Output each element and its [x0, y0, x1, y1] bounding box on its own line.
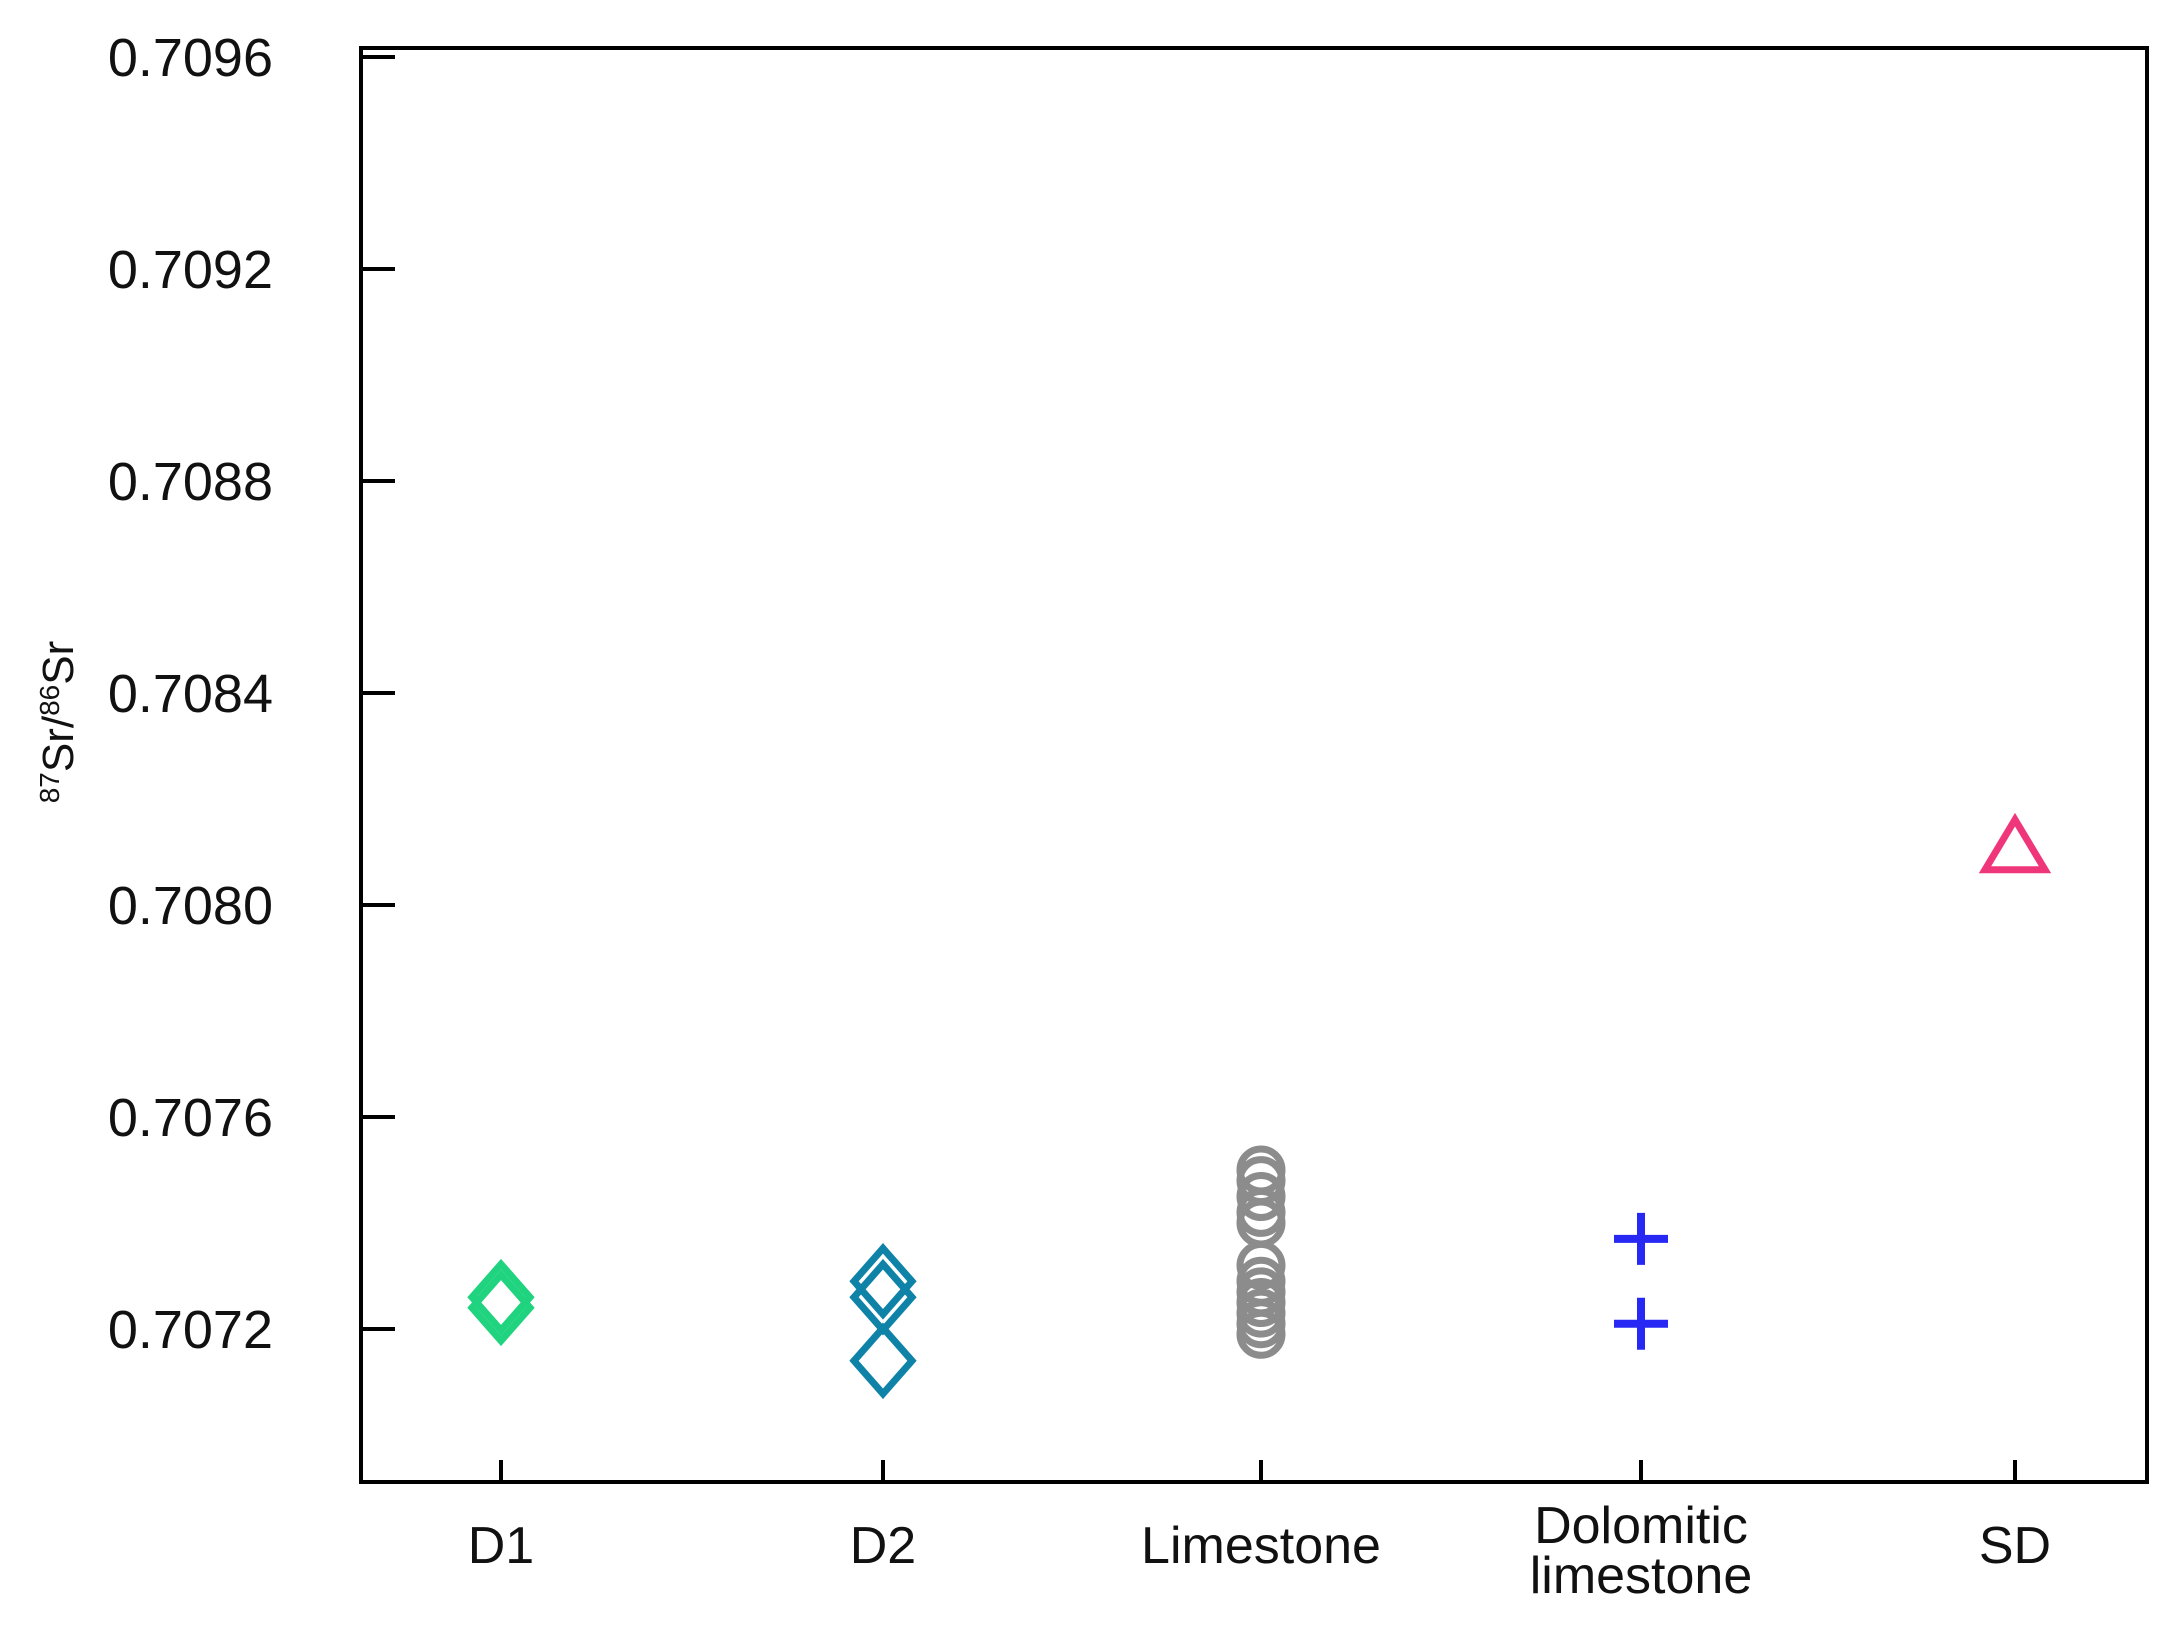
y-axis-title-symbol-2: Sr — [34, 641, 83, 685]
data-point-circle — [1236, 1240, 1286, 1290]
x-category-label: D2 — [850, 1517, 916, 1575]
x-category-label: limestone — [1530, 1547, 1753, 1605]
x-category-label: Limestone — [1141, 1517, 1381, 1575]
y-tick-label: 0.7080 — [108, 876, 273, 936]
data-points — [467, 812, 2052, 1400]
y-tick-label: 0.7088 — [108, 452, 273, 512]
y-axis-title: 87Sr/86Sr — [34, 641, 83, 804]
y-tick-label: 0.7076 — [108, 1088, 273, 1148]
data-point-diamond — [849, 1322, 917, 1400]
data-point-circle — [1236, 1309, 1286, 1359]
x-category-label: D1 — [468, 1517, 534, 1575]
plot-frame — [359, 46, 2149, 1484]
y-tick-label: 0.7072 — [108, 1300, 273, 1360]
data-point-circle — [1236, 1172, 1286, 1221]
data-point-triangle — [1978, 812, 2052, 874]
x-category-label: SD — [1979, 1517, 2051, 1575]
data-point-diamond — [467, 1258, 535, 1336]
y-axis-title-mass-2: 86 — [34, 685, 65, 716]
data-point-plus — [1614, 1212, 1668, 1265]
y-tick-label: 0.7084 — [108, 664, 273, 724]
y-axis-title-mass-1: 87 — [34, 772, 65, 803]
x-category-label: Dolomitic — [1534, 1497, 1748, 1555]
y-tick-label: 0.7092 — [108, 240, 273, 300]
data-point-diamond — [849, 1242, 917, 1320]
y-axis-title-symbol-1: Sr — [34, 728, 83, 772]
y-axis-title-separator: / — [34, 715, 83, 728]
y-axis: 0.7072 0.7076 0.7080 0.7084 0.7088 0.7092 0.70… — [108, 28, 395, 1360]
data-point-diamond — [467, 1269, 535, 1347]
y-tick-label: 0.7096 — [108, 28, 273, 88]
data-point-plus — [1614, 1297, 1668, 1350]
